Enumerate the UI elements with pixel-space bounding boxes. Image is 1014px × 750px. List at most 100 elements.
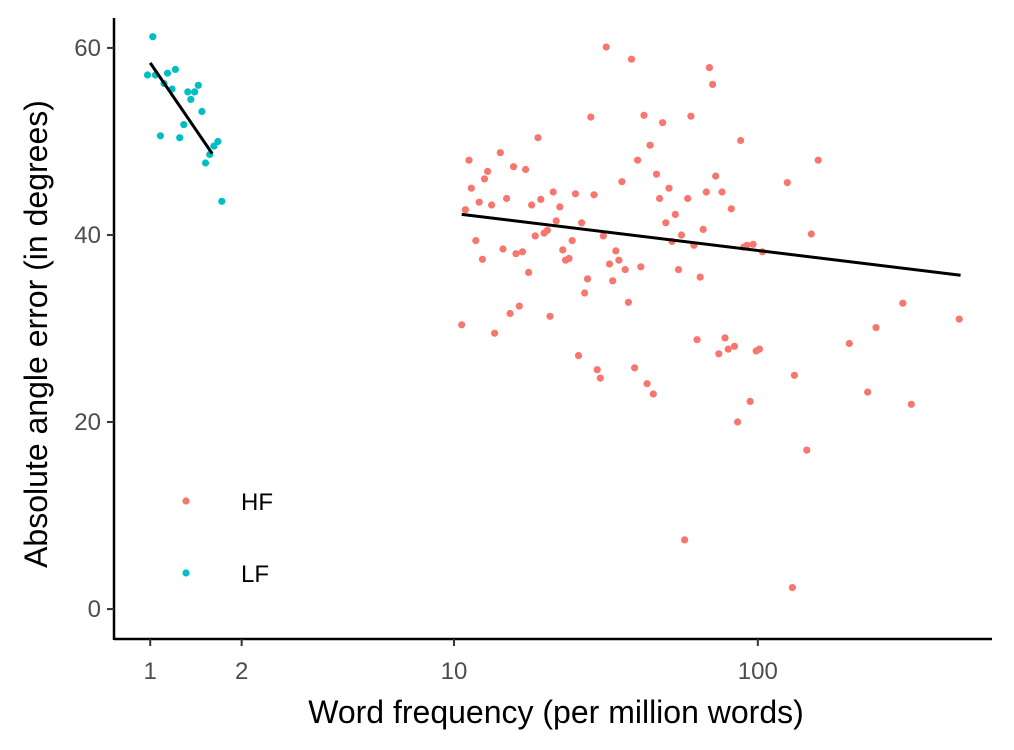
data-point-hf [730,342,739,350]
data-point-hf [665,184,673,192]
data-point-lf [149,33,157,41]
y-tick-label: 0 [88,596,101,623]
data-point-hf [534,134,542,142]
x-axis-title: Word frequency (per million words) [308,694,804,730]
data-point-lf [201,159,210,167]
data-point-hf [491,329,499,337]
data-point-hf [656,194,664,203]
data-point-lf [187,95,195,103]
data-point-hf [662,219,670,227]
x-tick-label: 2 [235,658,248,685]
data-point-hf [609,277,617,285]
data-point-hf [807,230,815,238]
y-tick-label: 60 [74,35,101,62]
data-point-lf [143,71,152,79]
data-point-hf [556,203,564,211]
data-point-hf [583,275,592,283]
data-point-hf [578,219,586,227]
x-tick-label: 100 [738,658,778,685]
data-point-hf [718,188,726,196]
x-tick-label: 10 [441,658,468,685]
legend-label-lf: LF [241,561,269,588]
data-point-hf [565,254,573,262]
data-point-hf [634,156,642,164]
data-point-hf [712,172,720,180]
data-point-lf [156,132,164,140]
data-point-hf [615,256,623,264]
data-point-hf [705,64,714,72]
data-point-hf [749,240,757,248]
data-point-hf [465,156,473,164]
data-point-hf [696,273,704,281]
data-point-hf [734,418,742,426]
data-point-hf [593,366,601,374]
data-point-hf [872,324,880,332]
data-point-lf [194,81,202,89]
data-point-lf [180,121,188,129]
fit-lines-layer [148,62,961,277]
data-point-hf [684,194,692,203]
data-point-hf [571,190,580,198]
x-axis-ticks: 1 2 10 100 [144,639,778,685]
data-point-hf [681,536,689,544]
legend-label-hf: HF [241,489,273,516]
data-point-hf [496,149,504,157]
data-point-hf [618,178,626,186]
y-axis-ticks: 0 20 40 60 [74,35,114,623]
data-point-hf [518,248,527,256]
data-point-hf [543,226,552,234]
data-point-lf [176,134,184,142]
data-point-hf [581,289,589,297]
data-point-hf [643,380,651,388]
data-point-lf [191,88,199,96]
data-point-lf [184,88,192,96]
data-point-hf [652,170,661,178]
legend-key-hf [182,497,190,505]
data-point-hf [709,80,717,88]
data-point-hf [737,136,745,145]
data-point-hf [537,195,545,203]
data-point-hf [478,255,486,263]
data-point-hf [646,141,654,149]
data-point-lf [198,107,206,116]
data-point-hf [574,352,583,360]
data-point-hf [458,321,466,329]
data-point-hf [528,201,536,209]
data-point-hf [605,260,614,268]
data-point-hf [659,119,667,127]
data-point-lf [218,197,226,205]
data-point-hf [803,446,811,454]
y-axis-title: Absolute angle error (in degrees) [18,100,54,568]
data-point-hf [671,210,679,218]
data-point-hf [612,247,620,255]
data-point-hf [506,309,514,318]
data-point-hf [746,397,754,405]
y-tick-label: 20 [74,409,101,436]
data-point-hf [783,179,791,187]
data-point-hf [461,206,469,214]
data-point-hf [743,241,751,249]
data-point-hf [677,231,686,239]
data-point-hf [640,111,648,119]
data-point-hf [472,237,480,245]
data-point-hf [549,188,557,196]
data-point-hf [531,232,539,240]
data-point-hf [755,345,764,353]
data-point-hf [596,374,604,382]
data-point-hf [590,191,598,199]
data-point-hf [899,299,907,307]
data-point-hf [599,232,607,240]
data-point-hf [674,266,683,274]
data-point-hf [702,188,710,196]
data-point-lf [171,65,179,73]
data-point-lf [214,137,222,146]
data-point-hf [790,371,799,379]
data-point-hf [515,302,523,310]
data-point-hf [499,245,507,253]
data-point-hf [693,336,701,344]
data-point-hf [467,184,475,192]
x-tick-label: 1 [144,658,157,685]
data-point-hf [522,165,530,174]
